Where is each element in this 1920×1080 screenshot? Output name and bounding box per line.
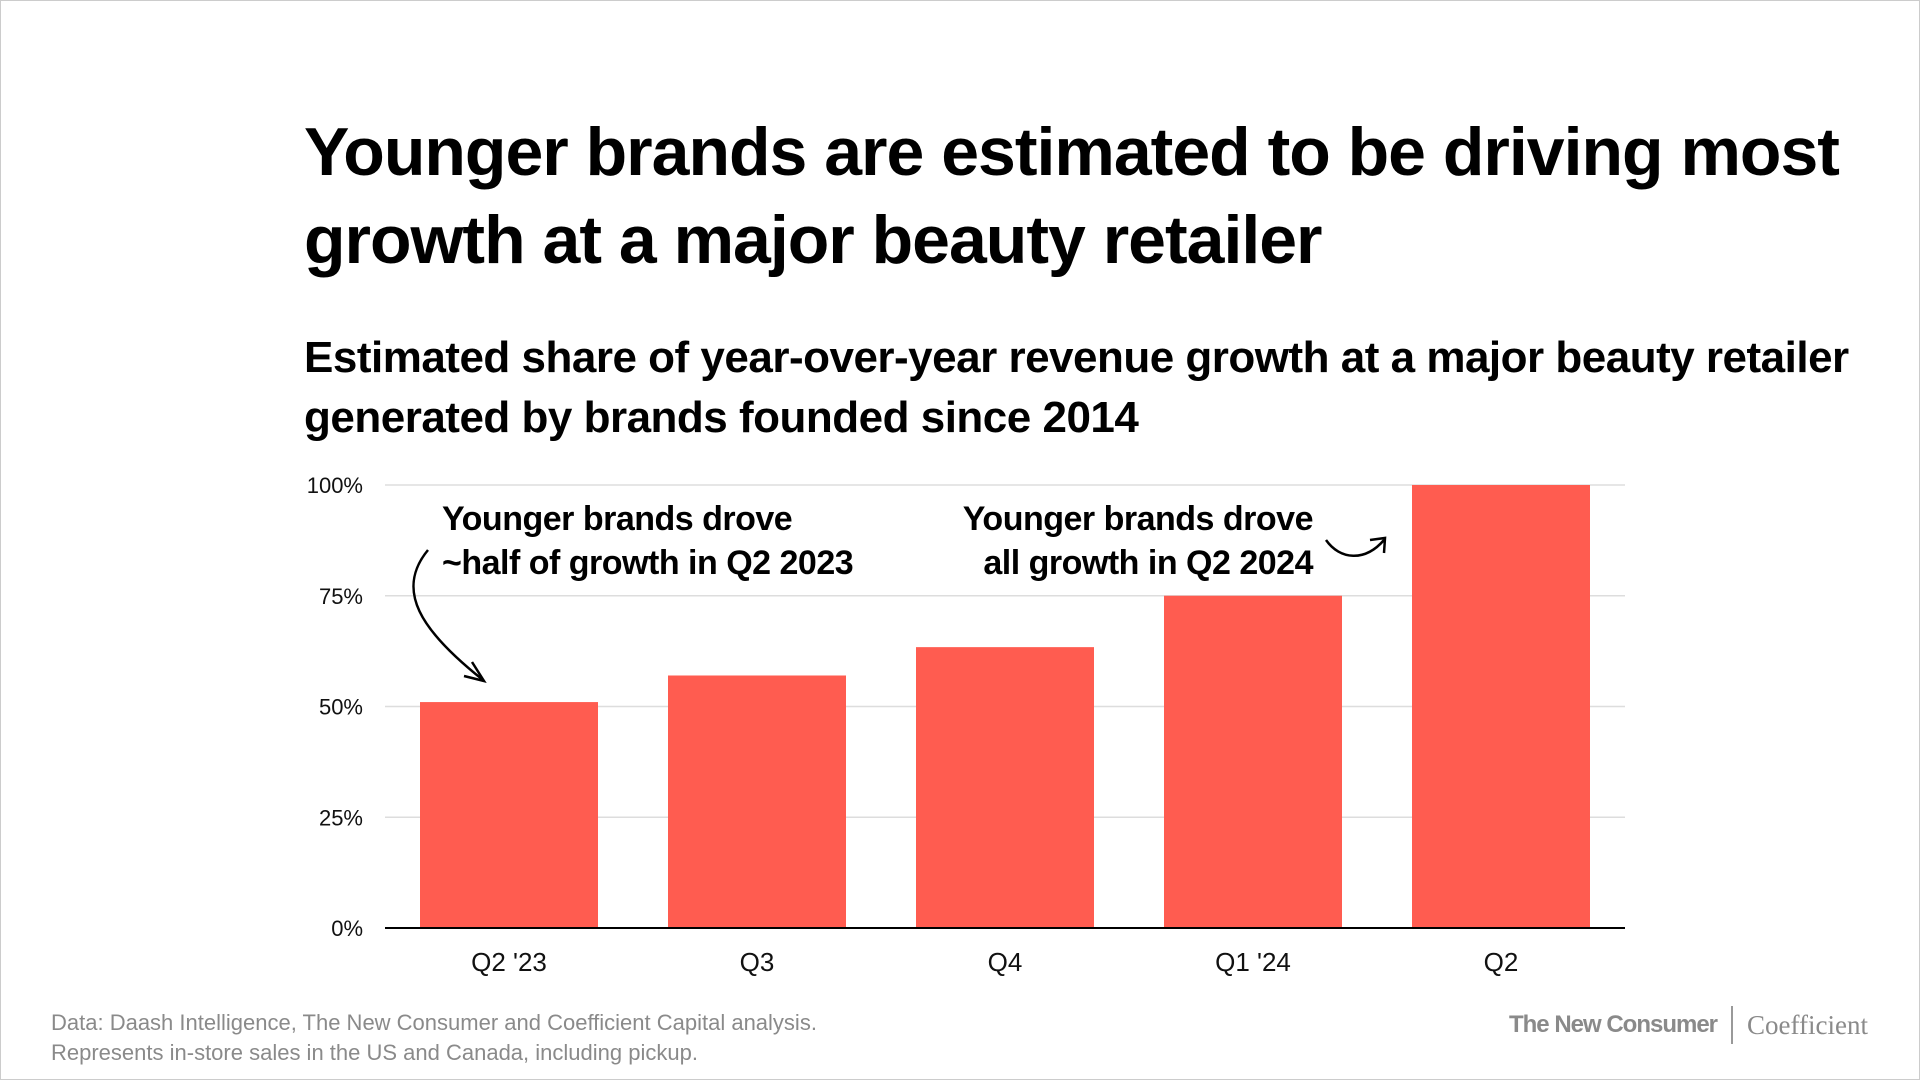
x-tick-label: Q3 — [740, 947, 775, 977]
y-tick-label: 25% — [319, 805, 363, 830]
annotation-2-arrowhead — [1369, 536, 1387, 554]
x-tick-label: Q4 — [988, 947, 1023, 977]
logos: The New Consumer Coefficient — [1509, 1006, 1868, 1044]
annotation-1-arrowhead — [463, 661, 487, 683]
annotation-2-arrow — [1324, 539, 1385, 557]
chart-subtitle: Estimated share of year-over-year revenu… — [304, 333, 1849, 442]
logo-divider — [1731, 1006, 1734, 1044]
y-tick-label: 50% — [319, 695, 363, 720]
chart-title: Younger brands are estimated to be drivi… — [304, 114, 1840, 278]
logo-coefficient: Coefficient — [1747, 1009, 1868, 1040]
bar — [1412, 485, 1590, 928]
bar — [668, 675, 846, 928]
annotation-2-line-2: all growth in Q2 2024 — [983, 544, 1313, 582]
bar — [420, 702, 598, 928]
footer-line-2: Represents in-store sales in the US and … — [51, 1040, 698, 1065]
y-tick-label: 75% — [319, 584, 363, 609]
footer-source: Data: Daash Intelligence, The New Consum… — [51, 1008, 817, 1068]
annotation-1-arrow — [412, 549, 484, 681]
annotation-1-line-2: ~half of growth in Q2 2023 — [442, 544, 853, 582]
logo-the-new-consumer: The New Consumer — [1508, 1011, 1718, 1038]
x-tick-label: Q2 — [1484, 947, 1519, 977]
x-tick-label: Q1 '24 — [1215, 947, 1291, 977]
y-tick-label: 0% — [331, 916, 363, 941]
x-tick-label: Q2 '23 — [471, 947, 547, 977]
annotation-2-line-1: Younger brands drove — [963, 500, 1313, 538]
bar — [1164, 595, 1342, 928]
bar — [916, 647, 1094, 928]
y-tick-label: 100% — [307, 473, 363, 498]
footer-line-1: Data: Daash Intelligence, The New Consum… — [51, 1010, 817, 1035]
annotation-1-line-1: Younger brands drove — [442, 500, 792, 538]
